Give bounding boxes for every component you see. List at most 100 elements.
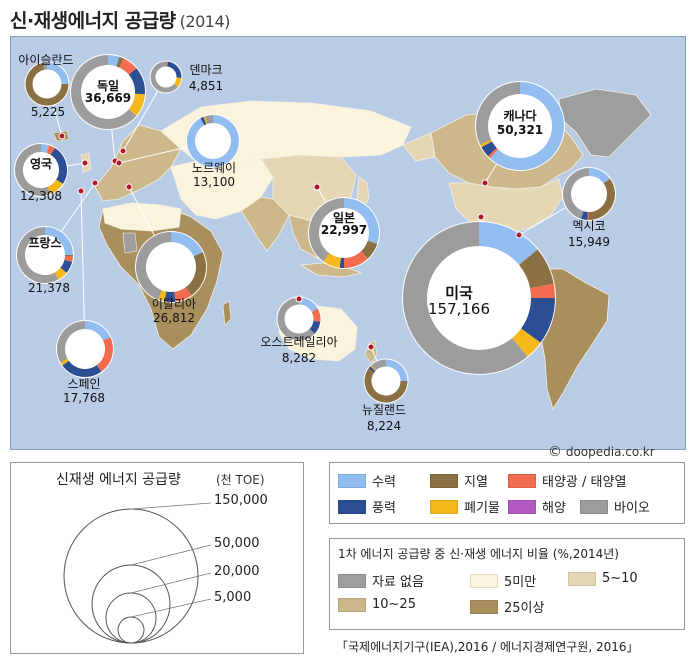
donut-slice-mexico-wind xyxy=(580,211,588,220)
label-france: 프랑스 xyxy=(28,236,62,250)
donut-slice-uk-hydro xyxy=(40,144,50,153)
location-dots xyxy=(58,132,523,351)
donut-slice-italy-waste xyxy=(158,290,167,302)
donut-slice-spain-wind xyxy=(62,360,102,377)
location-dot-canada xyxy=(481,179,489,187)
north-africa-shape xyxy=(102,202,182,232)
donut-slice-denmark-bio xyxy=(150,61,178,93)
swatch-10-25 xyxy=(338,597,366,612)
legend-under5: 5미만 xyxy=(470,571,536,590)
donut-slice-italy-geothermal xyxy=(185,252,206,296)
label-usa: 미국 xyxy=(445,284,473,302)
donut-slice-norway-bio xyxy=(204,115,214,124)
donut-slice-newzealand-hydro xyxy=(385,359,408,382)
label-iceland: 아이슬란드 xyxy=(18,53,74,67)
donut-slice-italy-hydro xyxy=(170,232,203,257)
scale-circle-20000 xyxy=(105,592,157,644)
donut-slice-iceland-hydro xyxy=(46,62,69,85)
donut-slice-mexico-geothermal xyxy=(588,178,615,220)
donut-slice-canada-wind xyxy=(481,141,497,157)
value-newzealand: 8,224 xyxy=(366,419,402,433)
swatch-bio xyxy=(580,499,608,514)
swatch-geothermal xyxy=(430,473,458,488)
world-map-svg xyxy=(14,54,652,410)
location-dot-mexico xyxy=(515,231,523,239)
donut-slice-newzealand-geothermal xyxy=(364,368,408,403)
nodata-africa-shape xyxy=(122,232,138,254)
legend-5-10: 5~10 xyxy=(568,571,638,586)
donut-slice-japan-bio xyxy=(309,198,345,262)
value-mexico: 15,949 xyxy=(568,235,610,249)
label-uk: 영국 xyxy=(29,157,53,171)
label-germany: 독일 xyxy=(96,79,120,93)
donut-slice-usa-waste xyxy=(511,328,541,357)
scale-label-150000: 150,000 xyxy=(214,493,268,508)
value-uk: 12,308 xyxy=(20,189,62,203)
donut-slice-germany-waste xyxy=(128,93,145,116)
size-scale-legend: 신재생 에너지 공급량 (천 TOE) 150,000 50,000 20,00… xyxy=(10,462,304,654)
location-dot-spain xyxy=(77,187,85,195)
donut-slice-newzealand-waste xyxy=(370,365,377,372)
legend-bio: 바이오 xyxy=(580,497,650,516)
donut-slice-uk-waste xyxy=(47,179,63,195)
donut-slice-norway-hydro xyxy=(187,115,239,167)
madagascar-shape xyxy=(222,300,232,326)
donut-slice-germany-solar xyxy=(119,58,137,75)
legend-waste: 폐기물 xyxy=(430,497,500,516)
europe-shape xyxy=(94,124,182,202)
location-dot-newzealand xyxy=(367,343,375,351)
donut-slice-france-wind xyxy=(60,259,73,273)
donut-slice-germany-wind xyxy=(128,68,145,95)
value-spain: 17,768 xyxy=(63,391,105,405)
legend-10-25: 10~25 xyxy=(338,597,416,612)
label-canada: 캐나다 xyxy=(503,109,537,123)
scale-label-20000: 20,000 xyxy=(214,564,260,579)
value-iceland: 5,225 xyxy=(30,105,66,119)
donut-slice-usa-bio xyxy=(403,222,528,374)
value-norway: 13,100 xyxy=(193,175,235,189)
donut-bg-canada xyxy=(475,81,565,171)
legend-geothermal: 지열 xyxy=(430,471,488,490)
label-denmark: 덴마크 xyxy=(189,63,223,77)
label-italy: 이탈리아 xyxy=(151,297,197,311)
donut-slice-norway-wind xyxy=(200,116,207,126)
donut-slice-canada-waste xyxy=(480,139,492,148)
location-dot-usa xyxy=(477,213,485,221)
value-usa: 157,166 xyxy=(427,300,491,318)
location-dot-japan xyxy=(313,183,321,191)
donut-slice-germany-bio xyxy=(71,55,137,129)
donut-slice-usa-geothermal xyxy=(518,249,554,289)
donut-slice-mexico-bio xyxy=(563,168,590,219)
copyright-icon: © xyxy=(548,444,562,460)
donut-slice-newzealand-wind xyxy=(368,366,376,373)
legend-no-data: 자료 없음 xyxy=(338,571,424,590)
swatch-waste xyxy=(430,499,458,514)
donut-slice-japan-geothermal xyxy=(360,240,378,259)
donut-slice-canada-solar xyxy=(487,147,499,159)
donut-slice-japan-solar xyxy=(343,250,368,268)
label-spain: 스페인 xyxy=(67,377,101,391)
scale-label-50000: 50,000 xyxy=(214,536,260,551)
renewable-ratio-legend: 1차 에너지 공급량 중 신·재생 에너지 비율 (%,2014년) 자료 없음… xyxy=(329,538,685,630)
donut-slice-australia-wind xyxy=(309,320,321,334)
donut-slice-france-bio xyxy=(17,227,59,283)
map-title: 신·재생에너지 공급량 (2014) xyxy=(10,10,230,32)
scale-circle-5000 xyxy=(117,616,145,644)
value-france: 21,378 xyxy=(28,281,70,295)
donut-slice-iceland-geothermal xyxy=(25,62,69,106)
india-shape xyxy=(240,196,290,252)
energy-source-legend: 수력 지열 태양광 / 태양열 풍력 폐기물 해양 바이오 xyxy=(329,462,685,524)
donut-slice-japan-waste xyxy=(323,253,342,268)
donut-slice-usa-solar xyxy=(530,283,556,299)
donut-slice-mexico-hydro xyxy=(588,168,611,184)
source-citation: 「국제에너지기구(IEA),2016 / 에너지경제연구원, 2016」 xyxy=(336,640,639,654)
swatch-5-10 xyxy=(568,571,596,586)
world-map: 아이슬란드 5,225 독일 36,669 덴마크 4,851 영국 12,30… xyxy=(10,36,686,450)
value-italy: 26,812 xyxy=(153,311,195,325)
donut-slice-japan-hydro xyxy=(343,198,379,244)
scale-circle-150000 xyxy=(63,508,199,644)
donut-slice-italy-solar xyxy=(173,287,192,302)
donut-slice-denmark-wind xyxy=(167,61,182,78)
donut-slice-germany-geothermal xyxy=(116,56,124,68)
swatch-under5 xyxy=(470,573,498,588)
